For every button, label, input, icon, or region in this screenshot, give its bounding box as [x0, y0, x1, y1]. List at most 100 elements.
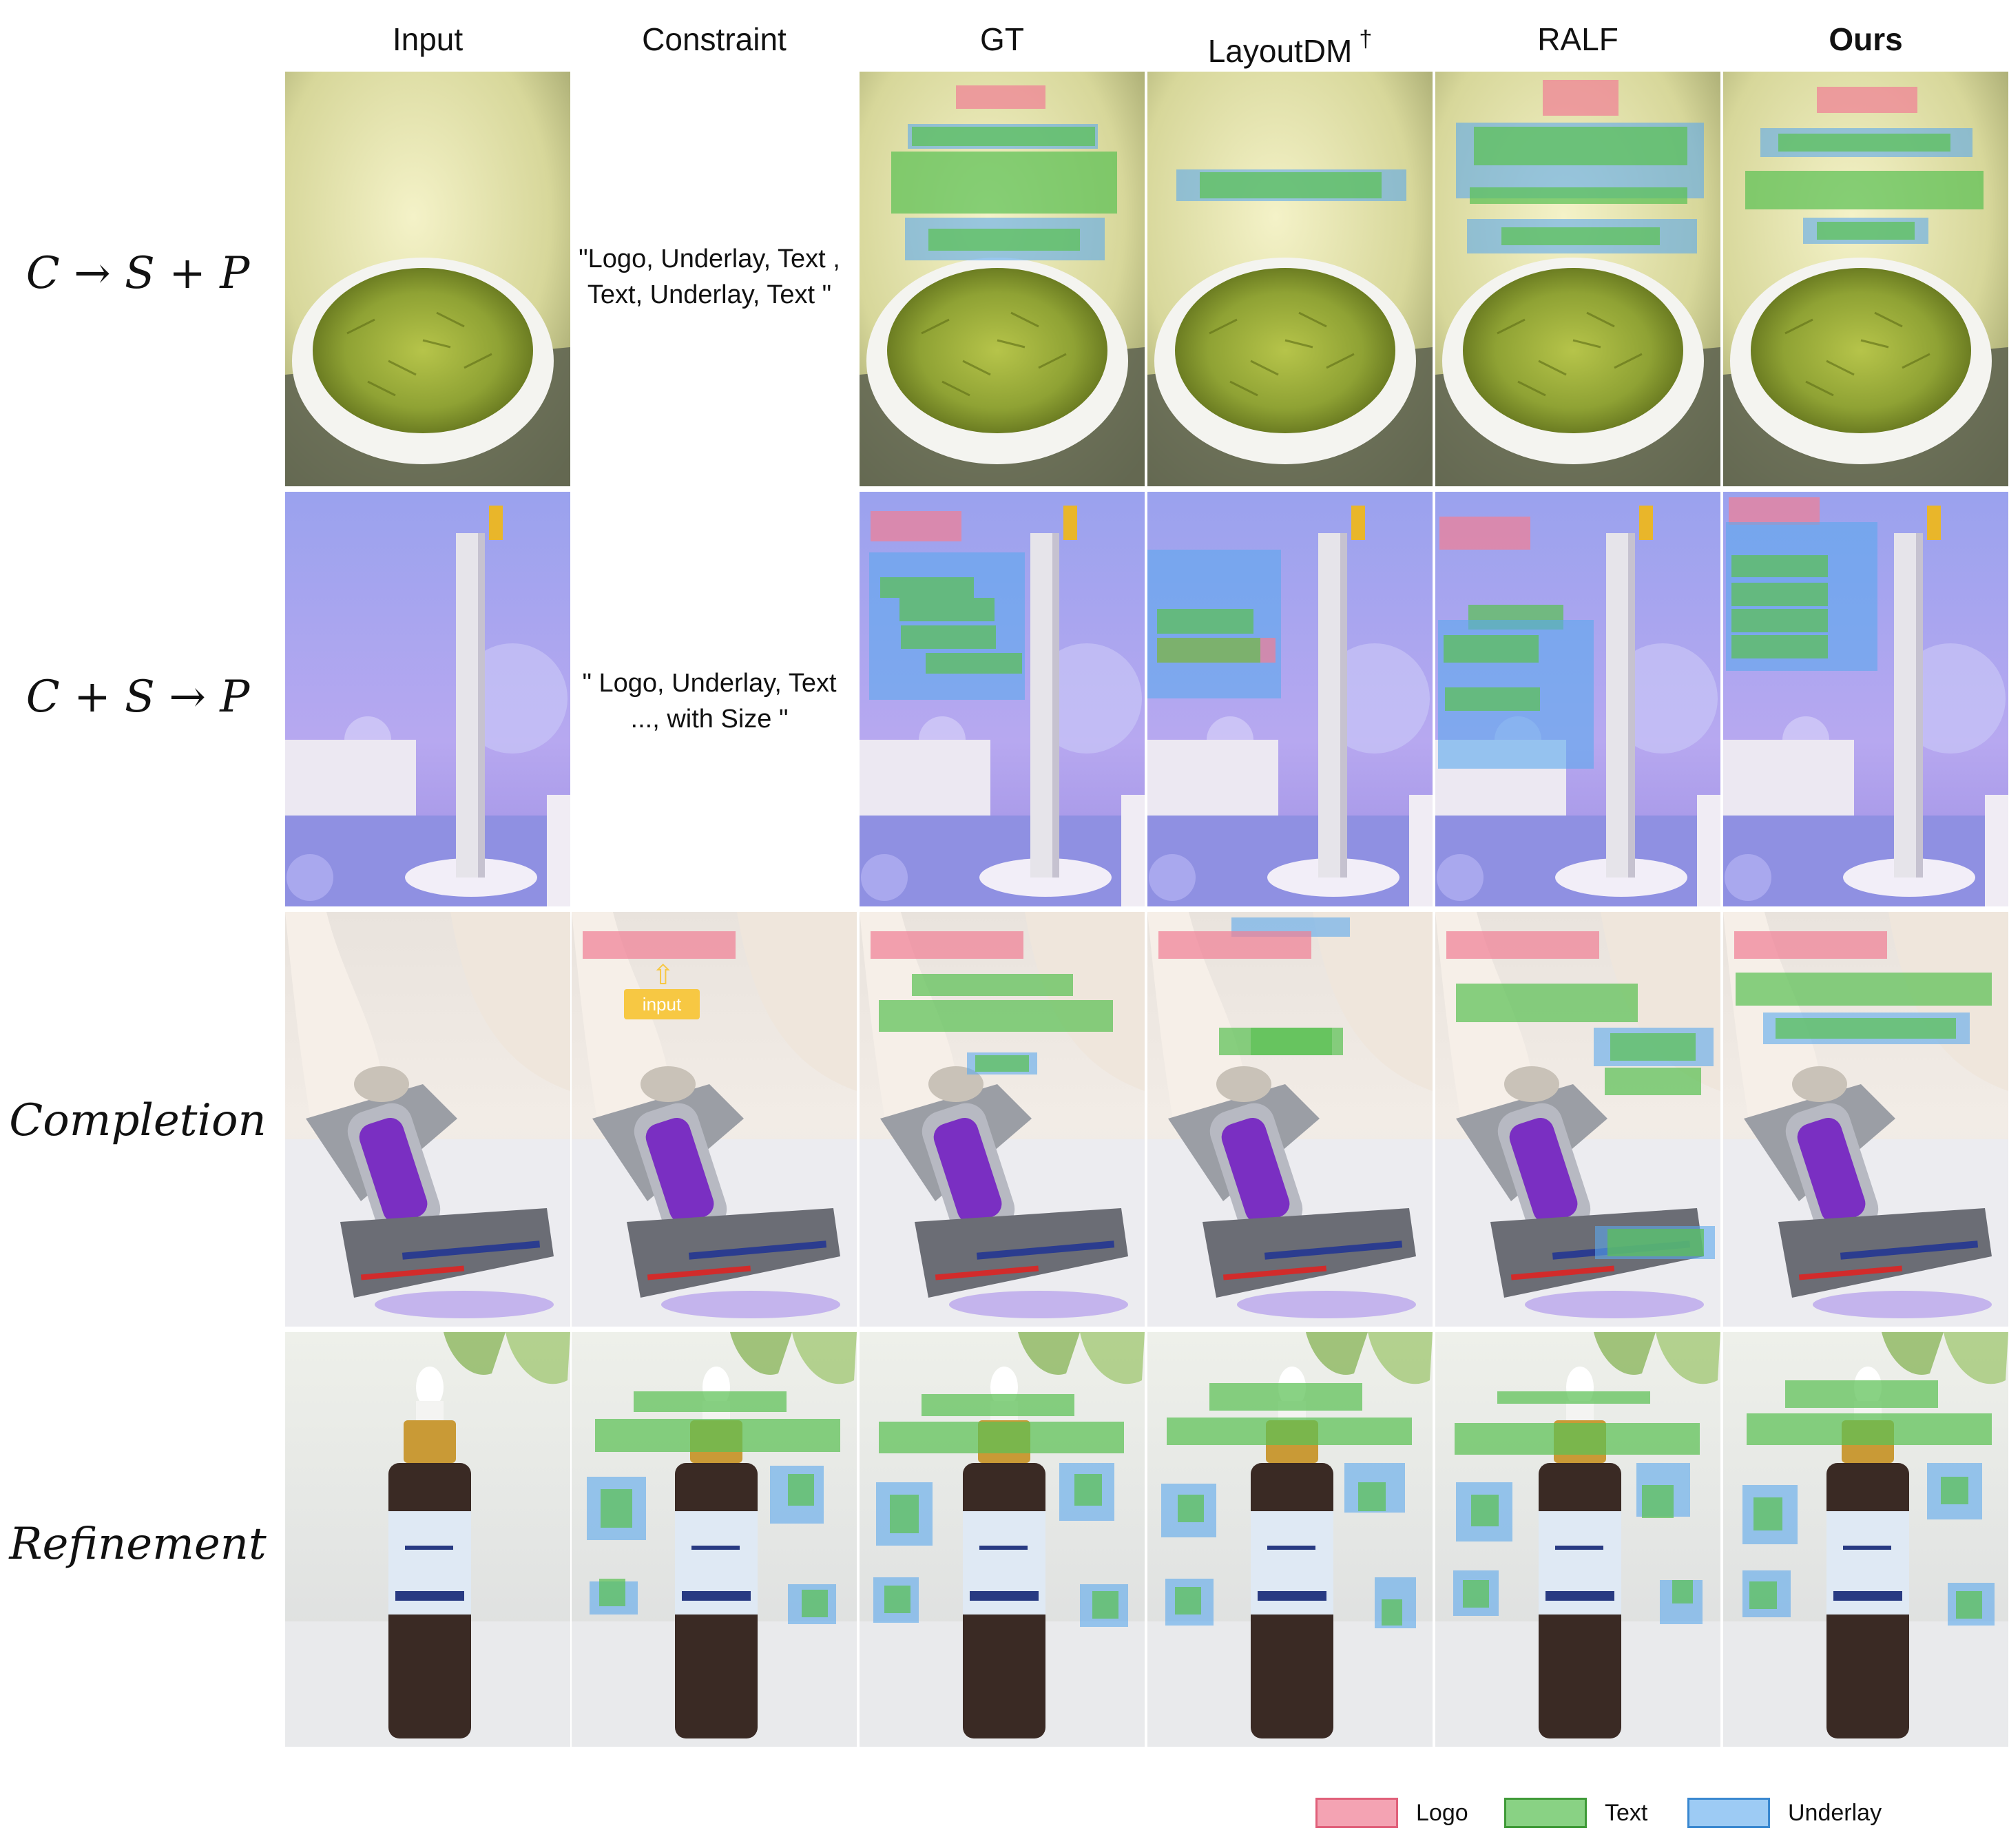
stand-layoutdm-image [1147, 492, 1433, 906]
stand-input-image [285, 492, 570, 906]
text-box [975, 1055, 1029, 1072]
bottle-layoutdm-image [1147, 1332, 1433, 1747]
text-box [1445, 687, 1540, 711]
stand-photo [285, 492, 570, 906]
row-label-cs-to-p: C + S → P [25, 672, 250, 723]
text-box [901, 625, 996, 649]
tea-ralf-image [1435, 72, 1720, 486]
bottle-photo [572, 1332, 857, 1747]
vacuum-layoutdm-image [1147, 912, 1433, 1327]
bottle-photo [1435, 1332, 1720, 1747]
legend-label-text: Text [1605, 1800, 1648, 1826]
tea-ours-image [1723, 72, 2008, 486]
stand-photo [1147, 492, 1433, 906]
vacuum-photo [572, 912, 857, 1327]
row-label-refinement: Refinement [9, 1519, 267, 1570]
tea-photo [1147, 72, 1433, 486]
text-box [1178, 1495, 1204, 1522]
column-header-layoutdm-label: LayoutDM [1207, 33, 1353, 69]
tea-input-image [285, 72, 570, 486]
text-box [1817, 222, 1915, 240]
logo-box [583, 931, 736, 959]
text-box [1456, 984, 1638, 1022]
bottle-constraint-image [572, 1332, 857, 1747]
text-box [880, 577, 974, 598]
stand-photo [860, 492, 1145, 906]
text-box [1175, 1587, 1201, 1615]
text-box [899, 598, 995, 621]
logo-box [1729, 497, 1820, 525]
text-box [1745, 171, 1984, 209]
text-box [1382, 1599, 1402, 1626]
bottle-photo [1147, 1332, 1433, 1747]
vacuum-photo [860, 912, 1145, 1327]
constraint-text-2: " Logo, Underlay, Text ..., with Size " [582, 669, 837, 734]
text-box [1941, 1477, 1968, 1504]
logo-box [956, 85, 1045, 109]
text-box [1956, 1591, 1982, 1619]
logo-box [871, 511, 961, 541]
column-header-gt: GT [980, 21, 1024, 57]
vacuum-constraint-image: ⇧ input [572, 912, 857, 1327]
text-box [912, 974, 1073, 996]
text-box [1157, 638, 1260, 663]
legend-label-logo: Logo [1416, 1800, 1468, 1826]
tea-photo [285, 72, 570, 486]
text-box [1497, 1391, 1650, 1404]
text-box [912, 127, 1095, 146]
text-box [1605, 1068, 1701, 1095]
text-box [1444, 635, 1539, 663]
text-box [1642, 1485, 1674, 1518]
text-box [891, 152, 1117, 214]
text-box [595, 1419, 840, 1452]
logo-box [1543, 80, 1618, 116]
tea-gt-image [860, 72, 1145, 486]
text-box [884, 1586, 910, 1613]
text-box [1736, 973, 1992, 1006]
legend-swatch-underlay [1687, 1798, 1770, 1828]
column-header-ralf: RALF [1537, 21, 1618, 57]
text-box [1358, 1482, 1386, 1511]
column-header-layoutdm: LayoutDM † [1147, 15, 1433, 69]
text-box [1610, 1033, 1696, 1061]
input-arrow: ⇧ [652, 960, 675, 990]
vacuum-photo [1147, 912, 1433, 1327]
text-box [1474, 127, 1687, 165]
bottle-ours-image [1723, 1332, 2008, 1747]
logo-box [1158, 931, 1311, 959]
text-box [1731, 555, 1828, 577]
text-box [802, 1590, 828, 1617]
text-box [1251, 1028, 1332, 1055]
vacuum-input-image [285, 912, 570, 1327]
logo-box [1446, 931, 1599, 959]
legend-label-underlay: Underlay [1788, 1800, 1882, 1826]
text-box [1753, 1497, 1782, 1530]
vacuum-ours-image [1723, 912, 2008, 1327]
text-box [601, 1489, 632, 1528]
text-box [1092, 1591, 1118, 1619]
text-box [922, 1394, 1074, 1416]
logo-box [1439, 517, 1530, 550]
text-box [879, 1422, 1124, 1453]
row-label-c-to-sp: C → S + P [25, 248, 250, 299]
column-header-ours: Ours [1829, 21, 1903, 57]
legend-swatch-text [1504, 1798, 1587, 1828]
text-box [788, 1474, 814, 1506]
text-box [1778, 134, 1950, 152]
input-tag: input [624, 989, 700, 1019]
logo-box [1734, 931, 1887, 959]
text-box [928, 229, 1080, 251]
text-box [1731, 635, 1828, 658]
text-box [1785, 1380, 1938, 1408]
bottle-gt-image [860, 1332, 1145, 1747]
bottle-ralf-image [1435, 1332, 1720, 1747]
stand-ours-image [1723, 492, 2008, 906]
constraint-text-1: "Logo, Underlay, Text , Text, Underlay, … [579, 245, 840, 309]
text-box [1200, 172, 1382, 198]
text-box [1749, 1581, 1777, 1609]
text-box [890, 1495, 919, 1533]
text-box [879, 1000, 1113, 1032]
text-box [1672, 1580, 1693, 1603]
tea-layoutdm-image [1147, 72, 1433, 486]
stand-ralf-image [1435, 492, 1720, 906]
